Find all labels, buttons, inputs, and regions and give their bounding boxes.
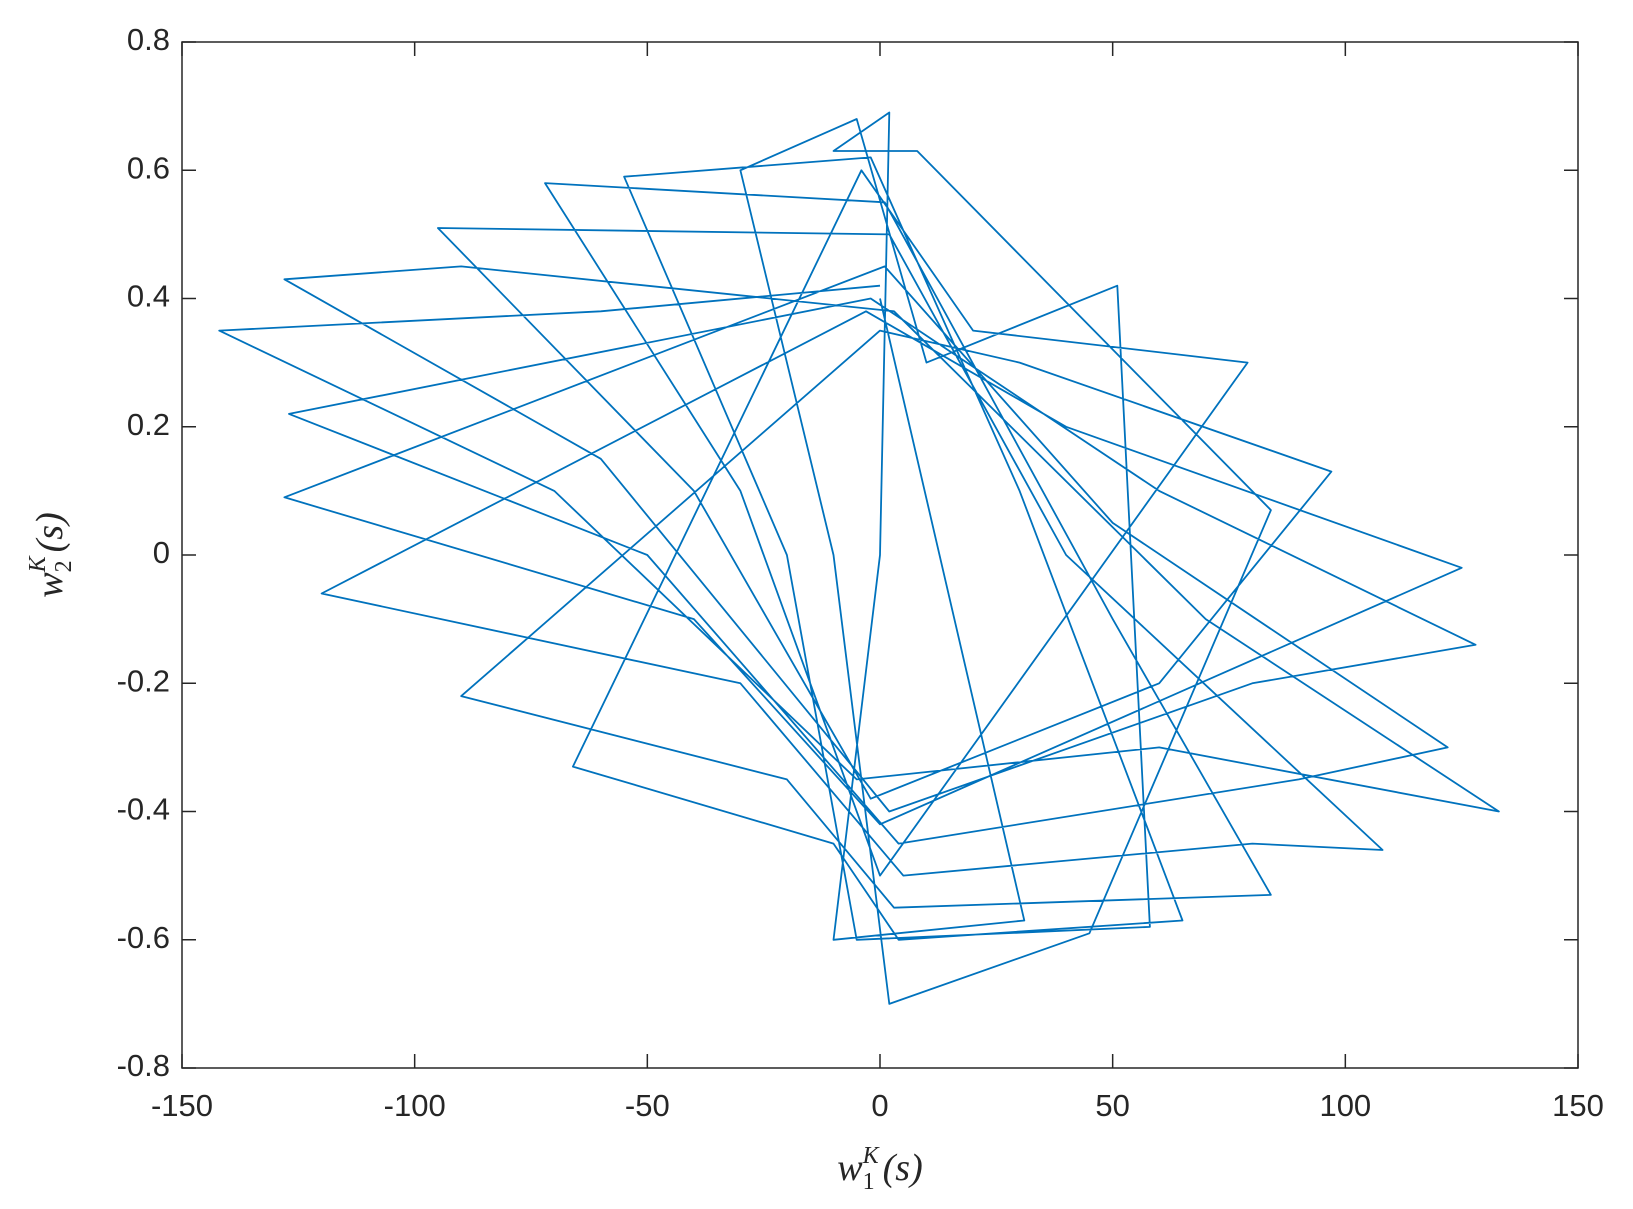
label-subscript: 2 (51, 560, 77, 572)
data-line (218, 111, 1500, 1005)
x-tick-label: 50 (1095, 1088, 1129, 1123)
label-symbol: w (837, 1147, 863, 1189)
x-tick-label: -100 (384, 1088, 446, 1123)
y-tick-label: 0.6 (127, 150, 170, 185)
x-tick-label: -150 (151, 1088, 213, 1123)
y-tick-label: -0.8 (117, 1048, 170, 1083)
label-subscript: 1 (863, 1169, 875, 1195)
y-tick-label: 0 (153, 535, 170, 570)
label-superscript: K (862, 1143, 881, 1169)
axis-label: w2K (s) (25, 512, 77, 597)
y-tick-label: 0.8 (127, 22, 170, 57)
y-tick-label: -0.4 (117, 792, 170, 827)
label-symbol: w (29, 572, 71, 598)
label-argument: (s) (883, 1147, 923, 1189)
y-tick-label: 0.4 (127, 279, 170, 314)
y-tick-label: -0.6 (117, 920, 170, 955)
x-tick-label: 150 (1552, 1088, 1604, 1123)
label-superscript: K (25, 554, 51, 573)
y-tick-label: -0.2 (117, 663, 170, 698)
y-tick-label: 0.2 (127, 407, 170, 442)
label-argument: (s) (29, 512, 71, 552)
axis-label: w1K (s) (837, 1143, 922, 1195)
x-tick-label: 100 (1319, 1088, 1371, 1123)
x-tick-label: -50 (625, 1088, 670, 1123)
x-tick-label: 0 (871, 1088, 888, 1123)
